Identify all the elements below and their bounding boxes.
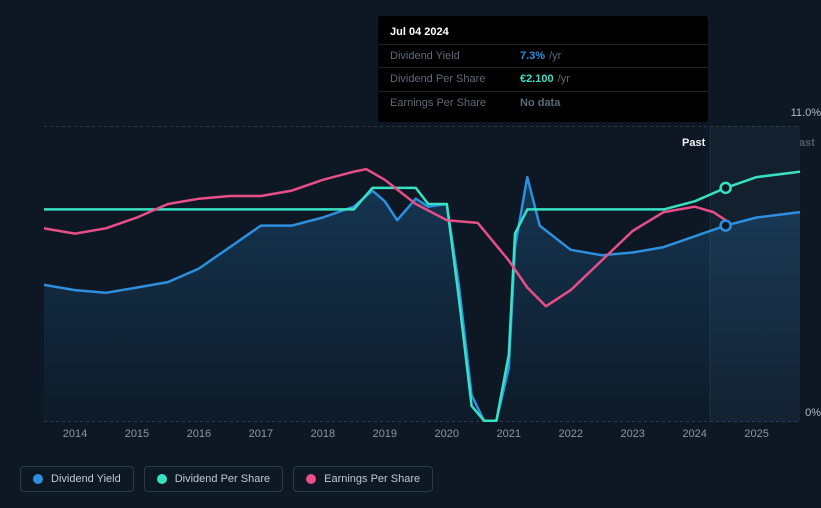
legend-label: Dividend Per Share <box>175 473 270 485</box>
x-axis-label: 2023 <box>620 428 644 440</box>
tooltip-row-value: No data <box>520 96 560 110</box>
x-axis-label: 2018 <box>311 428 335 440</box>
x-axis-label: 2016 <box>187 428 211 440</box>
x-axis-label: 2022 <box>558 428 582 440</box>
tooltip-row: Earnings Per Share No data <box>378 91 708 114</box>
x-axis-label: 2025 <box>744 428 768 440</box>
tooltip-date: Jul 04 2024 <box>378 24 708 44</box>
tooltip-row-value: 7.3%/yr <box>520 49 561 63</box>
x-axis-label: 2014 <box>63 428 87 440</box>
x-axis-label: 2024 <box>682 428 706 440</box>
tooltip-row-label: Dividend Yield <box>390 49 502 63</box>
tooltip-row-label: Earnings Per Share <box>390 96 502 110</box>
tooltip-row-value: €2.100/yr <box>520 72 570 86</box>
tooltip-row-label: Dividend Per Share <box>390 72 502 86</box>
x-axis-label: 2021 <box>497 428 521 440</box>
legend-label: Dividend Yield <box>51 473 121 485</box>
tooltip-row: Dividend Yield 7.3%/yr <box>378 44 708 67</box>
legend-item[interactable]: Dividend Per Share <box>144 466 283 492</box>
line-chart[interactable] <box>44 126 800 422</box>
x-axis-label: 2017 <box>249 428 273 440</box>
x-axis-label: 2019 <box>373 428 397 440</box>
x-axis-label: 2015 <box>125 428 149 440</box>
tooltip-row: Dividend Per Share €2.100/yr <box>378 67 708 90</box>
legend-item[interactable]: Dividend Yield <box>20 466 134 492</box>
chart-container: Jul 04 2024 Dividend Yield7.3%/yrDividen… <box>0 0 821 508</box>
legend-dot-icon <box>306 474 316 484</box>
x-axis-label: 2020 <box>435 428 459 440</box>
legend-dot-icon <box>157 474 167 484</box>
legend-item[interactable]: Earnings Per Share <box>293 466 433 492</box>
chart-legend: Dividend Yield Dividend Per Share Earnings… <box>20 466 433 492</box>
legend-label: Earnings Per Share <box>324 473 420 485</box>
legend-dot-icon <box>33 474 43 484</box>
y-axis-label: 11.0% <box>781 107 821 119</box>
hover-tooltip: Jul 04 2024 Dividend Yield7.3%/yrDividen… <box>378 16 708 122</box>
